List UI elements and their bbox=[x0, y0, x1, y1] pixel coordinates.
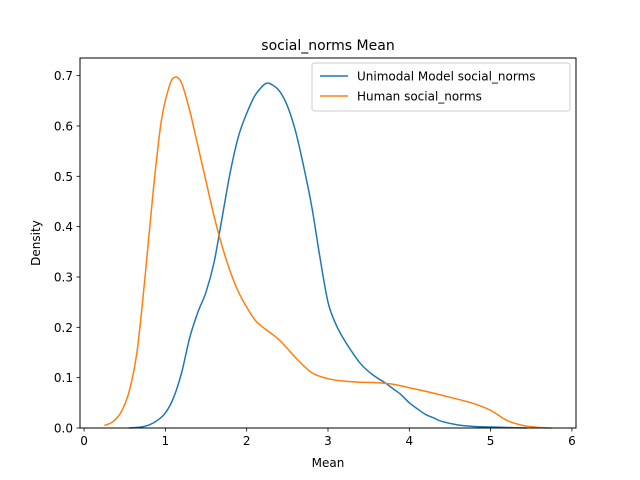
legend-label: Unimodal Model social_norms bbox=[357, 70, 536, 84]
x-tick-label: 1 bbox=[162, 434, 170, 448]
series-line-2 bbox=[104, 76, 552, 429]
legend: Unimodal Model social_norms Human social_… bbox=[311, 62, 571, 112]
y-axis-label: Density bbox=[29, 220, 43, 266]
legend-label: Human social_norms bbox=[357, 90, 482, 104]
legend-box bbox=[311, 62, 571, 112]
x-tick-label: 6 bbox=[568, 434, 576, 448]
x-tick-label: 4 bbox=[405, 434, 413, 448]
y-tick-label: 0.6 bbox=[54, 119, 73, 133]
y-axis-ticks: 0.0 0.1 0.2 0.3 0.4 0.5 0.6 0.7 bbox=[54, 69, 80, 436]
x-axis-label: Mean bbox=[312, 456, 345, 470]
plot-lines bbox=[104, 76, 552, 429]
x-tick-label: 0 bbox=[80, 434, 88, 448]
y-tick-label: 0.0 bbox=[54, 422, 73, 436]
y-tick-label: 0.7 bbox=[54, 69, 73, 83]
chart-title: social_norms Mean bbox=[261, 38, 394, 54]
x-tick-label: 2 bbox=[243, 434, 251, 448]
x-tick-label: 5 bbox=[487, 434, 495, 448]
y-tick-label: 0.1 bbox=[54, 371, 73, 385]
y-tick-label: 0.2 bbox=[54, 321, 73, 335]
x-tick-label: 3 bbox=[324, 434, 332, 448]
series-line-1 bbox=[128, 82, 528, 429]
y-tick-label: 0.3 bbox=[54, 270, 73, 284]
y-tick-label: 0.4 bbox=[54, 220, 73, 234]
y-tick-label: 0.5 bbox=[54, 170, 73, 184]
x-axis-ticks: 0 1 2 3 4 5 6 bbox=[80, 428, 576, 448]
